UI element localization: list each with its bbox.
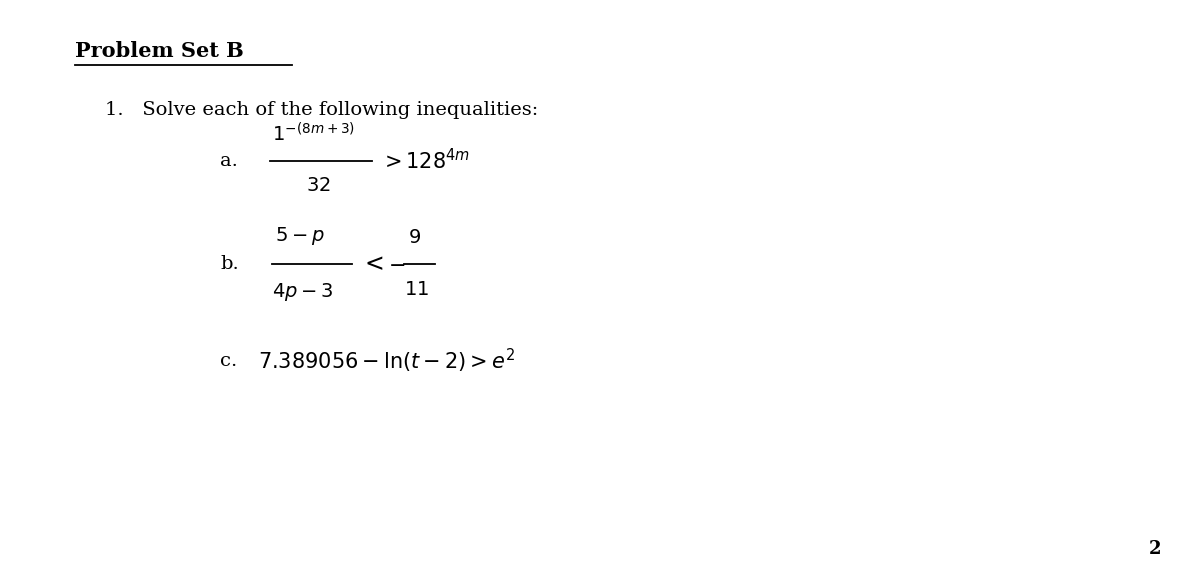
Text: $> 128^{4m}$: $> 128^{4m}$ bbox=[380, 149, 470, 174]
Text: $32$: $32$ bbox=[306, 177, 331, 195]
Text: $9$: $9$ bbox=[408, 229, 421, 247]
Text: $1^{-(8m+3)}$: $1^{-(8m+3)}$ bbox=[272, 122, 355, 145]
Text: Problem Set B: Problem Set B bbox=[74, 41, 244, 61]
Text: $-$: $-$ bbox=[388, 254, 406, 274]
Text: 1.   Solve each of the following inequalities:: 1. Solve each of the following inequalit… bbox=[106, 101, 539, 119]
Text: $11$: $11$ bbox=[404, 281, 430, 299]
Text: 2: 2 bbox=[1148, 540, 1162, 558]
Text: c.: c. bbox=[220, 352, 238, 370]
Text: b.: b. bbox=[220, 255, 239, 273]
Text: $<$: $<$ bbox=[360, 253, 384, 275]
Text: a.: a. bbox=[220, 152, 238, 170]
Text: $7.389056 - \ln(t - 2) > e^2$: $7.389056 - \ln(t - 2) > e^2$ bbox=[258, 347, 515, 375]
Text: $5-p$: $5-p$ bbox=[275, 225, 325, 247]
Text: $4p-3$: $4p-3$ bbox=[272, 281, 334, 303]
